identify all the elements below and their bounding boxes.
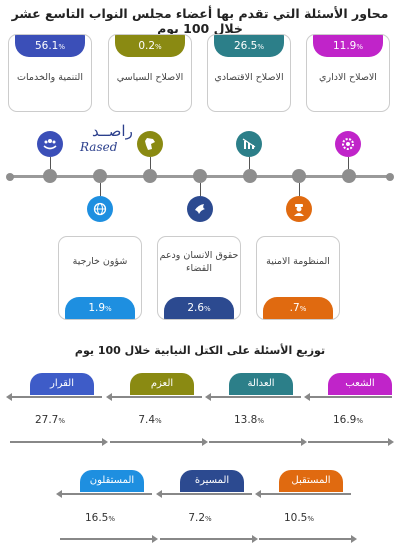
bloc-value: 7.2%: [188, 512, 212, 524]
section-subtitle: توزيع الأسئلة على الكتل النيابية خلال 10…: [74, 344, 326, 357]
axis-card-economic: 26.5% الاصلاح الاقتصادي: [207, 34, 291, 112]
arrow-left-icon: [205, 392, 211, 401]
bloc-value: 16.9%: [332, 414, 364, 426]
axis-card-development: 56.1% التنمية والخدمات: [8, 34, 92, 112]
bloc-line: [10, 396, 102, 398]
timeline-end-left: [6, 172, 14, 181]
bloc-line: [308, 396, 392, 398]
axis-value-badge: 56.1%: [15, 35, 85, 57]
globe-icon: [87, 196, 113, 222]
bloc-value: 10.5%: [283, 512, 315, 524]
axis-card-political: 0.2% الاصلاح السياسي: [108, 34, 192, 112]
arrow-right-icon: [202, 437, 208, 446]
bloc-line: [209, 396, 301, 398]
bloc-tab: العدالة: [229, 373, 293, 395]
axis-value-badge: .7%: [263, 297, 333, 319]
arrow-right-icon: [301, 437, 307, 446]
bloc-line: [259, 493, 351, 495]
connector-line: [347, 157, 349, 169]
bloc-tab: القرار: [30, 373, 94, 395]
hands-people-icon: [37, 131, 63, 157]
bloc-line: [308, 441, 388, 443]
bloc-value: 16.5%: [84, 512, 116, 524]
axis-card-human-rights: حقوق الانسان ودعم القضاء 2.6%: [157, 236, 241, 320]
bloc-value: 13.8%: [233, 414, 265, 426]
bloc-line: [110, 396, 202, 398]
axis-label: المنظومة الامنية: [266, 256, 330, 267]
timeline-dot: [292, 169, 306, 183]
arrow-right-icon: [351, 534, 357, 543]
officer-icon: [286, 196, 312, 222]
arrow-left-icon: [6, 392, 12, 401]
axis-label: شؤون خارجية: [72, 256, 128, 267]
bloc-line: [60, 493, 152, 495]
connector-line: [99, 183, 101, 196]
bloc-tab: المسيرة: [180, 470, 244, 492]
axis-value-badge: 2.6%: [164, 297, 234, 319]
arrow-left-icon: [156, 489, 162, 498]
bloc-value: 27.7%: [34, 414, 66, 426]
connector-line: [149, 157, 151, 169]
axis-label: الاصلاح السياسي: [116, 72, 184, 83]
bloc-line: [110, 441, 202, 443]
chart-down-icon: [236, 131, 262, 157]
bloc-line: [60, 538, 152, 540]
arrow-left-icon: [56, 489, 62, 498]
bloc-tab: العزم: [130, 373, 194, 395]
axis-value-badge: 11.9%: [313, 35, 383, 57]
logo-arabic: راصــد: [92, 122, 133, 140]
axis-card-security: المنظومة الامنية .7%: [256, 236, 340, 320]
page-title: محاور الأسئلة التي تقدم بها أعضاء مجلس ا…: [11, 6, 389, 36]
axis-label: حقوق الانسان ودعم القضاء: [159, 250, 239, 274]
axis-value-badge: 1.9%: [65, 297, 135, 319]
arrow-left-icon: [255, 489, 261, 498]
timeline-dot: [143, 169, 157, 183]
connector-line: [49, 157, 51, 169]
timeline-end-right: [386, 172, 394, 181]
bloc-line: [10, 441, 102, 443]
connector-line: [298, 183, 300, 196]
bloc-tab: الشعب: [328, 373, 392, 395]
gear-bulb-icon: [335, 131, 361, 157]
bloc-line: [209, 441, 301, 443]
timeline-dot: [43, 169, 57, 183]
connector-line: [248, 157, 250, 169]
connector-line: [199, 183, 201, 196]
arrow-left-icon: [106, 392, 112, 401]
bloc-tab: المستقلون: [80, 470, 144, 492]
axis-value-badge: 26.5%: [214, 35, 284, 57]
bloc-line: [259, 538, 351, 540]
axis-label: الاصلاح الاقتصادي: [214, 72, 284, 83]
bloc-line: [160, 538, 252, 540]
axis-label: التنمية والخدمات: [17, 72, 83, 83]
logo-english: Rased: [80, 140, 118, 154]
arrow-right-icon: [388, 437, 394, 446]
timeline-dot: [342, 169, 356, 183]
axis-value-badge: 0.2%: [115, 35, 185, 57]
arrow-right-icon: [152, 534, 158, 543]
axis-label: الاصلاح الاداري: [319, 72, 377, 83]
dove-icon: [187, 196, 213, 222]
arrow-left-icon: [304, 392, 310, 401]
bloc-tab: المستقبل: [279, 470, 343, 492]
jordan-map-icon: [137, 131, 163, 157]
arrow-right-icon: [102, 437, 108, 446]
arrow-right-icon: [252, 534, 258, 543]
bloc-line: [160, 493, 252, 495]
timeline-dot: [93, 169, 107, 183]
timeline-dot: [193, 169, 207, 183]
axis-card-foreign: شؤون خارجية 1.9%: [58, 236, 142, 320]
bloc-value: 7.4%: [138, 414, 162, 426]
timeline-dot: [243, 169, 257, 183]
axis-card-administrative: 11.9% الاصلاح الاداري: [306, 34, 390, 112]
